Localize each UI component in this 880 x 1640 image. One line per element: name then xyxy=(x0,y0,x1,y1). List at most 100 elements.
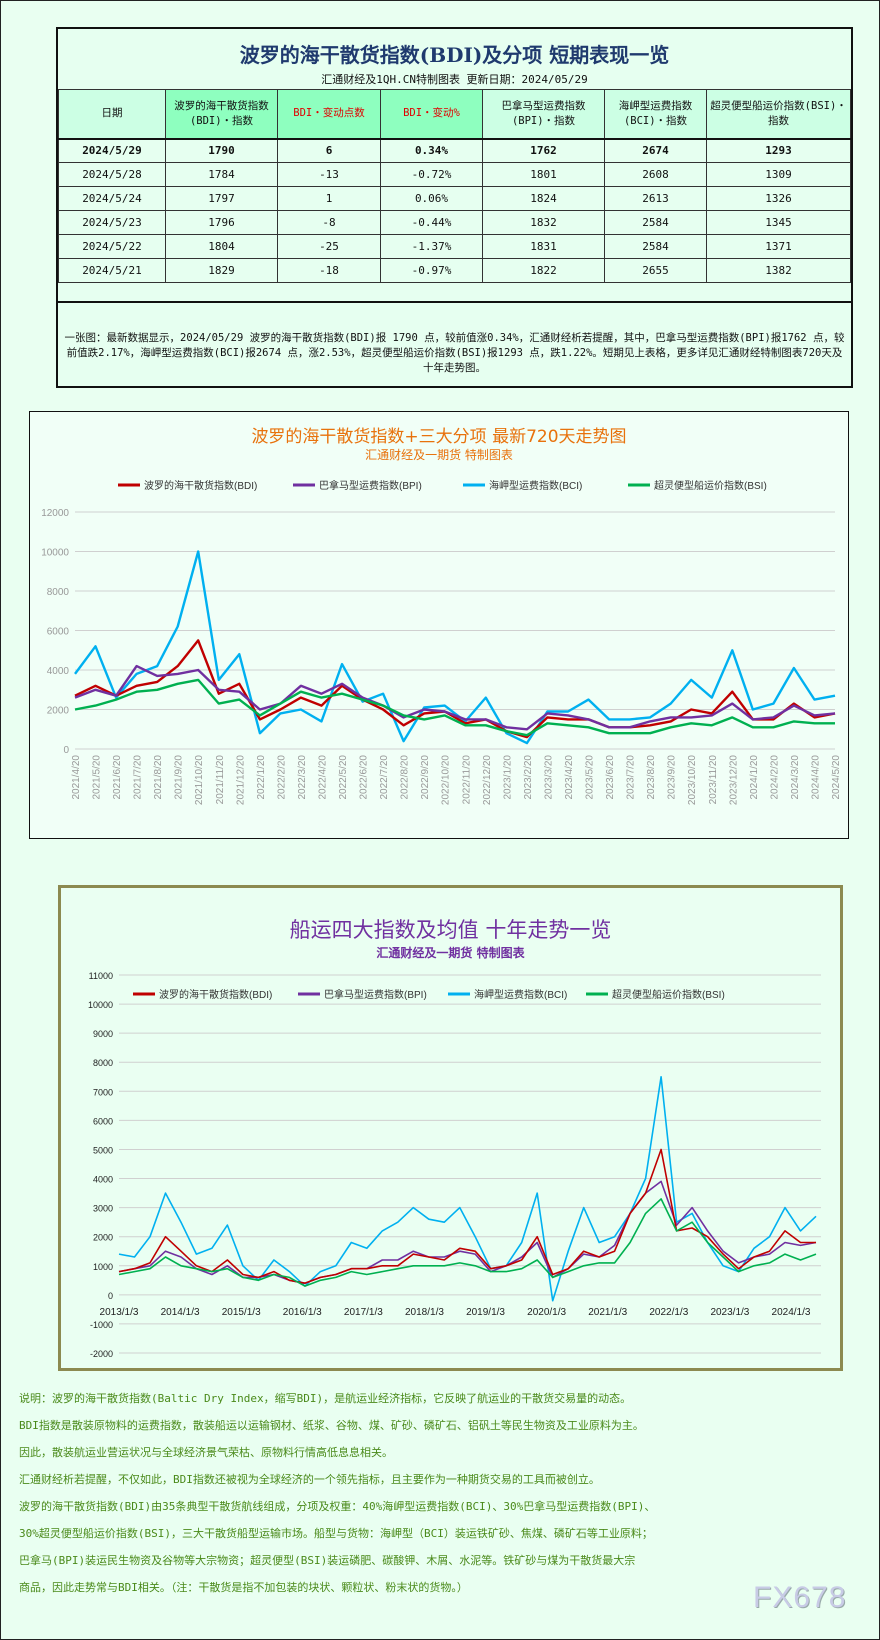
y-tick-label: 0 xyxy=(63,745,69,756)
table-cell: 1829 xyxy=(165,258,278,283)
x-tick-label: 2021/1/3 xyxy=(588,1307,627,1318)
x-tick-label: 2023/10/20 xyxy=(687,755,698,805)
table-cell: 1824 xyxy=(482,186,605,211)
x-tick-label: 2023/4/20 xyxy=(564,755,575,800)
table-title: 波罗的海干散货指数(BDI)及分项 短期表现一览 xyxy=(239,43,670,67)
y-tick-label: 6000 xyxy=(47,627,70,638)
table-cell: 1345 xyxy=(706,210,851,235)
x-tick-label: 2013/1/3 xyxy=(100,1307,139,1318)
y-tick-label: 9000 xyxy=(93,1029,113,1039)
table-cell: -8 xyxy=(277,210,381,235)
table-cell: 1790 xyxy=(165,137,278,163)
table-cell: 0.06% xyxy=(380,186,483,211)
fx678-watermark-logo: FX678 xyxy=(753,1581,847,1614)
desc-line: 巴拿马(BPI)装运民生物资及谷物等大宗物资；超灵便型(BSI)装运磷肥、碳酸钾… xyxy=(19,1554,636,1567)
y-tick-label: 4000 xyxy=(93,1175,113,1185)
table-cell: -0.72% xyxy=(380,162,483,187)
table-cell: 2674 xyxy=(604,137,707,163)
chart2-title: 船运四大指数及均值 十年走势一览 xyxy=(289,918,612,942)
x-tick-label: 2022/4/20 xyxy=(317,755,328,800)
y-tick-label: 1000 xyxy=(93,1262,113,1272)
summary-note: 一张图：最新数据显示，2024/05/29 波罗的海干散货指数(BDI)报 17… xyxy=(58,301,851,386)
series-line-bdi xyxy=(118,1148,816,1285)
table-row: 2024/5/23 1796 -8 -0.44% 1832 2584 1345 xyxy=(58,210,851,235)
x-tick-label: 2022/12/20 xyxy=(482,755,493,805)
x-tick-label: 2023/6/20 xyxy=(605,755,616,800)
chart1-subtitle: 汇通财经及一期货 特制图表 xyxy=(365,448,513,462)
table-cell: 6 xyxy=(277,137,381,163)
y-tick-label: 12000 xyxy=(41,508,69,519)
table-cell: 1797 xyxy=(165,186,278,211)
x-tick-label: 2021/4/20 xyxy=(71,755,82,800)
legend-label: 超灵便型船运价指数(BSI) xyxy=(612,988,725,1001)
x-tick-label: 2023/8/20 xyxy=(646,755,657,800)
series-line-bpi xyxy=(74,664,836,731)
series-line-bci xyxy=(118,1076,817,1302)
x-tick-label: 2022/2/20 xyxy=(276,755,287,800)
legend-label: 波罗的海干散货指数(BDI) xyxy=(159,988,272,1001)
description: 说明：波罗的海干散货指数(Baltic Dry Index，缩写BDI)，是航运… xyxy=(19,1385,859,1601)
table-row: 2024/5/28 1784 -13 -0.72% 1801 2608 1309 xyxy=(58,162,851,187)
x-tick-label: 2024/3/20 xyxy=(790,755,801,800)
x-tick-label: 2023/12/20 xyxy=(728,755,739,805)
table-cell: 2024/5/28 xyxy=(58,162,166,187)
x-tick-label: 2022/8/20 xyxy=(400,755,411,800)
legend-label: 巴拿马型运费指数(BPI) xyxy=(324,988,427,1001)
desc-line: 说明：波罗的海干散货指数(Baltic Dry Index，缩写BDI)，是航运… xyxy=(19,1392,632,1405)
y-tick-label: 8000 xyxy=(47,587,70,598)
chart2-subtitle: 汇通财经及一期货 特制图表 xyxy=(376,946,525,960)
table-cell: -18 xyxy=(277,258,381,283)
x-tick-label: 2024/4/20 xyxy=(810,755,821,800)
table-cell: 1804 xyxy=(165,234,278,259)
col-bdi-change-pct: BDI・变动% xyxy=(380,89,483,139)
desc-line: 商品，因此走势常与BDI相关。（注：干散货是指不加包装的块状、颗粒状、粉末状的货… xyxy=(19,1581,468,1594)
table-subtitle: 汇通财经及1QH.CN特制图表 更新日期：2024/05/29 xyxy=(321,73,588,86)
x-tick-label: 2023/2/20 xyxy=(523,755,534,800)
x-tick-label: 2022/6/20 xyxy=(359,755,370,800)
chart-720-days: 波罗的海干散货指数+三大分项 最新720天走势图 汇通财经及一期货 特制图表 0… xyxy=(29,411,849,839)
x-tick-label: 2023/9/20 xyxy=(667,755,678,800)
y-tick-label: 8000 xyxy=(93,1058,113,1068)
chart1-plot: 0 2000 4000 6000 8000 10000 12000 波罗的海干散货指数(BDI… xyxy=(41,479,842,805)
x-tick-label: 2014/1/3 xyxy=(161,1307,200,1318)
x-tick-label: 2021/9/20 xyxy=(174,755,185,800)
table-cell: 2608 xyxy=(604,162,707,187)
x-tick-label: 2022/9/20 xyxy=(420,755,431,800)
legend-label: 海岬型运费指数(BCI) xyxy=(489,479,582,492)
table-cell: 1371 xyxy=(706,234,851,259)
x-tick-label: 2022/5/20 xyxy=(338,755,349,800)
table-cell: 1822 xyxy=(482,258,605,283)
legend-label: 超灵便型船运价指数(BSI) xyxy=(654,479,767,492)
y-tick-label: 7000 xyxy=(93,1087,113,1097)
legend-label: 海岬型运费指数(BCI) xyxy=(474,988,567,1001)
x-tick-label: 2022/1/20 xyxy=(256,755,267,800)
x-tick-label: 2021/12/20 xyxy=(235,755,246,805)
series-line-bsi xyxy=(74,678,835,737)
desc-line: 波罗的海干散货指数(BDI)由35条典型干散货航线组成，分项及权重：40%海岬型… xyxy=(19,1500,656,1513)
y-tick-label: 10000 xyxy=(41,548,69,559)
table-cell: 1832 xyxy=(482,210,605,235)
x-tick-label: 2018/1/3 xyxy=(405,1307,444,1318)
x-tick-label: 2024/1/3 xyxy=(772,1307,811,1318)
col-bdi-change: BDI・变动点数 xyxy=(277,89,381,139)
x-tick-label: 2022/11/20 xyxy=(461,755,472,805)
col-bpi: 巴拿马型运费指数(BPI)・指数 xyxy=(482,89,605,139)
chart2-plot: -2000 -1000 0 1000 2000 3000 4000 5000 6000 7000 8… xyxy=(88,971,821,1359)
table-cell: 1309 xyxy=(706,162,851,187)
x-tick-label: 2022/10/20 xyxy=(441,755,452,805)
series-line-bci xyxy=(74,550,836,745)
table-cell: -13 xyxy=(277,162,381,187)
x-tick-label: 2020/1/3 xyxy=(527,1307,566,1318)
table-row: 2024/5/29 1790 6 0.34% 1762 2674 1293 xyxy=(58,137,851,163)
table-row: 2024/5/24 1797 1 0.06% 1824 2613 1326 xyxy=(58,186,851,211)
x-tick-label: 2022/7/20 xyxy=(379,755,390,800)
series-line-bdi xyxy=(74,639,836,739)
table-cell: -0.44% xyxy=(380,210,483,235)
table-cell: 1796 xyxy=(165,210,278,235)
x-tick-label: 2021/10/20 xyxy=(194,755,205,805)
table-cell: 1382 xyxy=(706,258,851,283)
table-cell: 1801 xyxy=(482,162,605,187)
summary-table-panel: 波罗的海干散货指数(BDI)及分项 短期表现一览 汇通财经及1QH.CN特制图表… xyxy=(56,27,853,388)
x-tick-label: 2017/1/3 xyxy=(344,1307,383,1318)
table-cell: 2024/5/22 xyxy=(58,234,166,259)
